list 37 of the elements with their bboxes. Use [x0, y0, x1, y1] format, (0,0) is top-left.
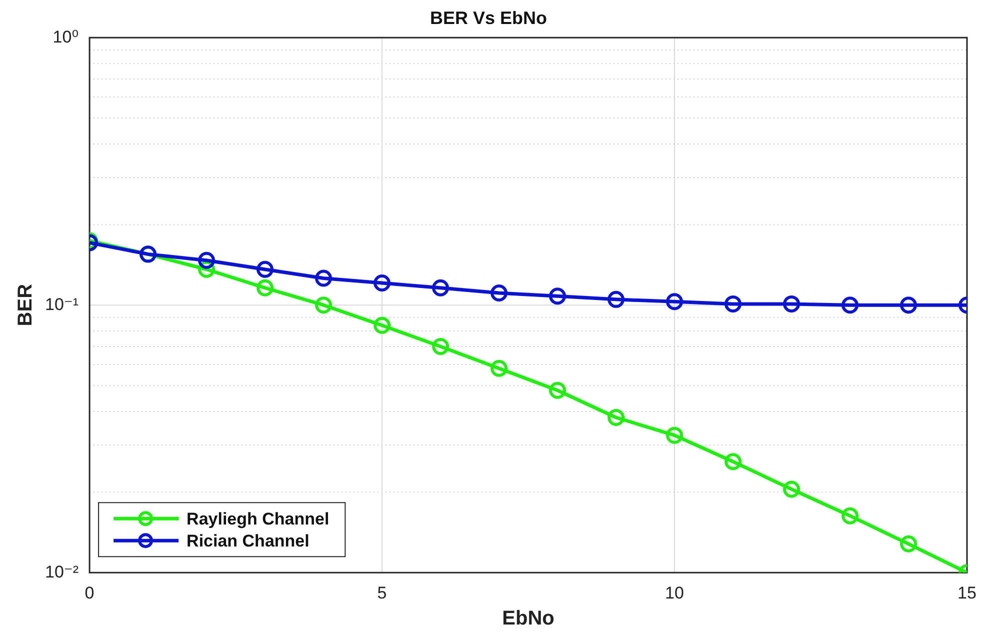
point	[549, 382, 566, 399]
point	[256, 279, 274, 296]
point	[900, 535, 918, 552]
point	[432, 279, 450, 296]
y-tick-label: 10⁻²	[44, 562, 79, 582]
point	[549, 288, 566, 305]
point	[198, 252, 216, 269]
point	[256, 260, 274, 278]
legend-label: Rayliegh Channel	[186, 509, 330, 528]
point	[315, 270, 332, 287]
point	[374, 316, 391, 334]
point	[432, 338, 450, 356]
point	[490, 284, 508, 302]
x-tick-label: 10	[665, 583, 684, 602]
point	[666, 426, 684, 444]
point	[490, 360, 508, 377]
y-tick-label: 10⁻¹	[44, 294, 79, 314]
point	[666, 293, 684, 310]
point	[608, 290, 625, 308]
x-tick-label: 5	[377, 583, 387, 602]
point	[724, 295, 742, 312]
y-axis-title: BER	[14, 283, 37, 326]
point	[783, 295, 800, 312]
point	[374, 274, 391, 292]
point	[900, 296, 918, 314]
x-axis-title: EbNo	[502, 608, 554, 630]
y-tick-label: 10⁰	[52, 27, 79, 46]
point	[724, 453, 742, 470]
point	[608, 409, 625, 426]
point	[842, 507, 859, 524]
x-tick-label: 15	[958, 583, 976, 602]
point	[842, 296, 859, 314]
point	[315, 296, 332, 314]
chart-title: BER Vs EbNo	[430, 8, 548, 28]
point	[783, 480, 800, 498]
legend-label: Rician Channel	[186, 531, 310, 550]
x-tick-label: 0	[84, 583, 94, 602]
